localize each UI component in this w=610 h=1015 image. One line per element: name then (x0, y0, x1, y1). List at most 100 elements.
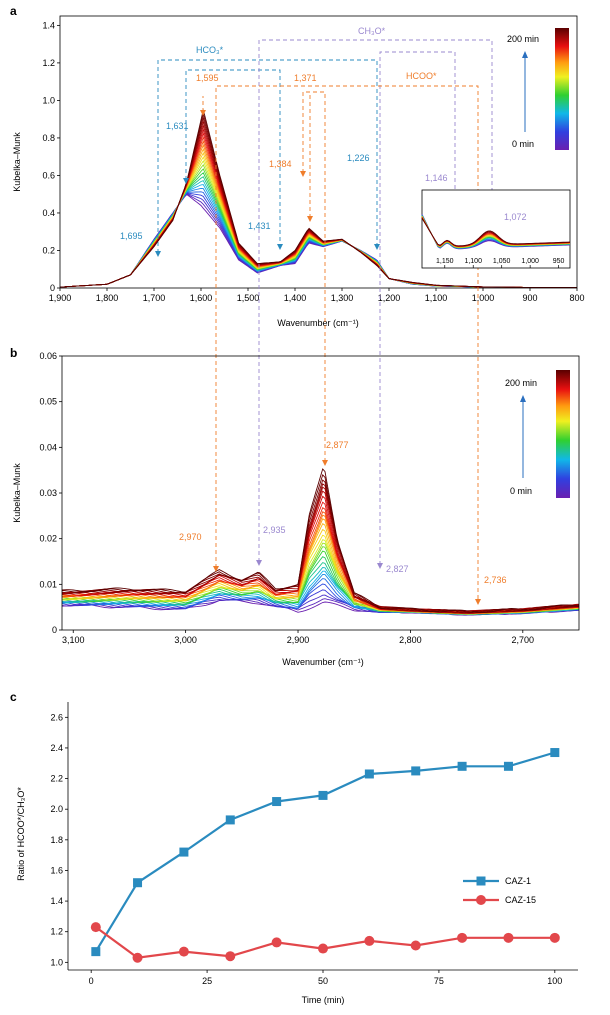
panel-c-series (90, 748, 560, 963)
point-caz-1 (318, 790, 328, 800)
point-caz-15 (410, 940, 421, 951)
legend-marker-caz-1 (476, 876, 486, 886)
ytick-a-label: 0.8 (42, 133, 55, 143)
ytick-b-label: 0.06 (39, 351, 57, 361)
panel-a: a Kubelka–Munk Wavenumber (cm⁻¹) 0 0.2 0.4… (10, 4, 585, 601)
ytick-b-label: 0.05 (39, 397, 57, 407)
point-caz-15 (178, 946, 189, 957)
ytick-b-label: 0 (52, 625, 57, 635)
point-caz-1 (457, 761, 467, 771)
ytick-b-label: 0.04 (39, 442, 57, 452)
xtick-c-label: 0 (89, 976, 94, 986)
panel-a-xlabel: Wavenumber (cm⁻¹) (277, 318, 358, 328)
xtick-c-label: 100 (547, 976, 562, 986)
xtick-c-label: 50 (318, 976, 328, 986)
point-caz-1 (91, 947, 101, 957)
ytick-c-label: 1.8 (50, 835, 63, 845)
point-caz-1 (364, 769, 374, 779)
panel-a-yticks: 0 0.2 0.4 0.6 0.8 1.0 1.2 1.4 (42, 20, 60, 293)
xtick-a-label: 1,800 (96, 293, 119, 303)
panel-c-xticks: 0 25 50 75 100 (89, 970, 562, 986)
panel-b: b Kubelka–Munk Wavenumber (cm⁻¹) 0 0.01 0.… (10, 346, 580, 667)
peak-label-2970: 2,970 (179, 532, 202, 542)
panel-c-ylabel: Ratio of HCOO*/CH₃O* (16, 787, 26, 881)
peak-label-1146: 1,146 (425, 173, 448, 183)
xtick-a-label: 1,700 (143, 293, 166, 303)
point-caz-1 (272, 797, 282, 807)
legend-label-caz-1: CAZ-1 (505, 876, 531, 886)
xtick-b-label: 3,100 (62, 635, 85, 645)
colorbar-b-max: 200 min (505, 378, 537, 388)
ytick-c-label: 2.2 (50, 774, 63, 784)
point-caz-15 (225, 951, 236, 962)
inset-spectrum-line (421, 218, 571, 247)
peak-label-2877: 2,877 (326, 440, 349, 450)
ytick-a-label: 1.0 (42, 95, 55, 105)
panel-c-label: c (10, 690, 17, 704)
panel-b-xticks: 3,100 3,000 2,900 2,800 2,700 (62, 630, 534, 645)
peak-label-1072: 1,072 (504, 212, 527, 222)
inset-xtick-label: 1,150 (436, 258, 454, 265)
panel-c: c Ratio of HCOO*/CH₃O* Time (min) 1.0 1.2… (10, 690, 578, 1005)
xtick-b-label: 3,000 (174, 635, 197, 645)
point-caz-1 (225, 815, 235, 825)
xtick-b-label: 2,800 (399, 635, 422, 645)
point-caz-15 (318, 943, 328, 954)
point-caz-15 (132, 952, 143, 963)
peak-label-1371: 1,371 (294, 73, 317, 83)
spectrum-b-line (61, 550, 580, 615)
ytick-a-label: 0 (50, 283, 55, 293)
point-caz-1 (550, 748, 560, 758)
xtick-a-label: 1,600 (190, 293, 213, 303)
legend-label-caz-15: CAZ-15 (505, 895, 536, 905)
peak-label-2736: 2,736 (484, 575, 507, 585)
ytick-a-label: 0.6 (42, 170, 55, 180)
xtick-c-label: 75 (434, 976, 444, 986)
panel-c-legend: CAZ-1 CAZ-15 (463, 876, 536, 905)
spectrum-b-line (61, 490, 580, 614)
xtick-a-label: 800 (569, 293, 584, 303)
point-caz-15 (549, 932, 560, 943)
point-caz-15 (364, 935, 375, 946)
peak-label-2935: 2,935 (263, 525, 286, 535)
panel-b-arrowheads (213, 460, 481, 605)
xtick-a-label: 1,200 (378, 293, 401, 303)
legend-marker-caz-15 (476, 895, 486, 905)
ytick-a-label: 1.4 (42, 20, 55, 30)
ytick-c-label: 1.2 (50, 927, 63, 937)
peak-label-2827: 2,827 (386, 564, 409, 574)
point-caz-1 (179, 847, 189, 857)
inset-xticks: 1,150 1,100 1,050 1,000 950 (436, 258, 565, 268)
xtick-a-label: 1,500 (237, 293, 260, 303)
series-line-caz-1 (94, 751, 556, 953)
xtick-a-label: 1,100 (425, 293, 448, 303)
ch3o-guides (258, 39, 493, 565)
panel-a-spectra (59, 109, 577, 288)
xtick-a-label: 1,000 (472, 293, 495, 303)
ytick-c-label: 1.0 (50, 957, 63, 967)
ytick-b-label: 0.03 (39, 488, 57, 498)
colorbar-a-max: 200 min (507, 34, 539, 44)
point-caz-1 (503, 761, 513, 771)
ytick-a-label: 0.2 (42, 245, 55, 255)
peak-label-1631: 1,631 (166, 121, 189, 131)
ytick-c-label: 1.4 (50, 896, 63, 906)
panel-a-frame (59, 15, 578, 289)
ytick-c-label: 1.6 (50, 865, 63, 875)
ytick-b-label: 0.01 (39, 579, 57, 589)
inset-spectra (421, 214, 571, 250)
point-caz-15 (503, 932, 514, 943)
panel-b-spectra (61, 468, 580, 616)
inset-xtick-label: 950 (553, 258, 565, 265)
xtick-b-label: 2,700 (512, 635, 535, 645)
spectrum-b-line (61, 474, 580, 614)
spectrum-b-line (61, 578, 580, 615)
ytick-a-label: 1.2 (42, 58, 55, 68)
group-label-hco3: HCO₃* (196, 45, 224, 55)
panel-b-yticks: 0 0.01 0.02 0.03 0.04 0.05 0.06 (39, 351, 62, 635)
xtick-a-label: 1,400 (284, 293, 307, 303)
group-label-hcoo: HCOO* (406, 71, 437, 81)
spectrum-b-line (61, 468, 580, 613)
panel-a-label: a (10, 4, 17, 18)
hco3-guides (157, 59, 378, 253)
